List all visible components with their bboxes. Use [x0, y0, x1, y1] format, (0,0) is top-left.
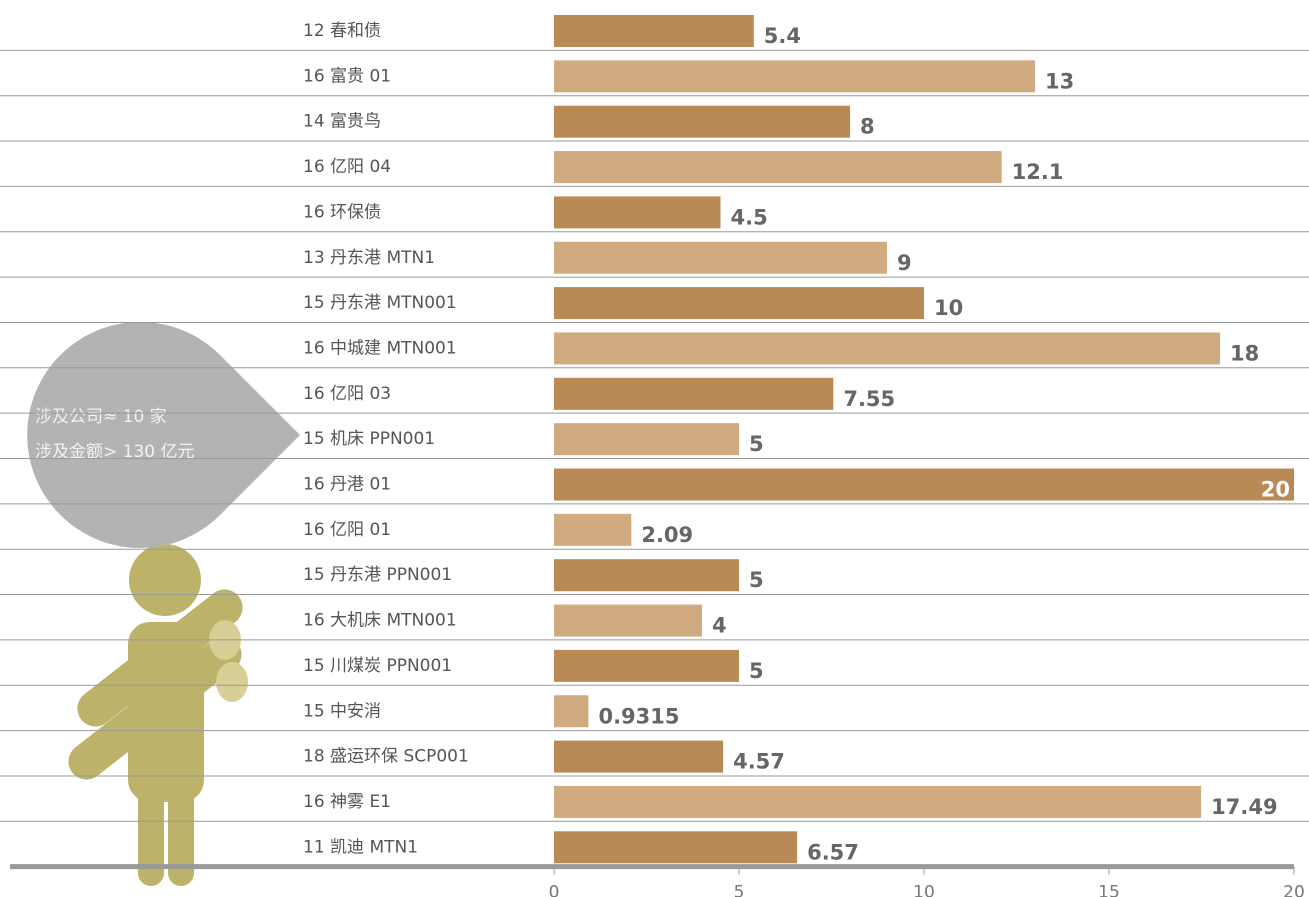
- bar: [554, 106, 850, 138]
- bar: [554, 332, 1220, 364]
- x-tick-label: 15: [1098, 883, 1120, 897]
- category-label: 16 亿阳 01: [303, 520, 391, 540]
- value-label: 10: [934, 296, 963, 320]
- x-tick-label: 0: [549, 883, 560, 897]
- bar: [554, 786, 1201, 818]
- bar: [554, 151, 1002, 183]
- category-label: 14 富贵鸟: [303, 112, 381, 132]
- figure-icon: [61, 544, 250, 886]
- bar: [554, 650, 739, 682]
- value-label: 2.09: [641, 523, 693, 547]
- bar: [554, 423, 739, 455]
- value-label: 5: [749, 568, 764, 592]
- value-label: 12.1: [1012, 160, 1064, 184]
- value-label: 5.4: [764, 24, 801, 48]
- value-label: 13: [1045, 69, 1074, 93]
- value-label: 6.57: [807, 840, 859, 864]
- bar: [554, 605, 702, 637]
- bar: [554, 378, 833, 410]
- value-label: 4: [712, 614, 727, 638]
- category-label: 16 亿阳 03: [303, 384, 391, 404]
- bar: [554, 695, 588, 727]
- category-label: 16 神雾 E1: [303, 792, 391, 812]
- value-label: 7.55: [843, 387, 895, 411]
- x-tick-label: 5: [734, 883, 745, 897]
- category-label: 16 大机床 MTN001: [303, 611, 457, 631]
- category-label: 16 环保债: [303, 202, 381, 222]
- category-label: 13 丹东港 MTN1: [303, 248, 435, 268]
- category-label: 15 丹东港 MTN001: [303, 293, 457, 313]
- bar: [554, 242, 887, 274]
- category-label: 16 丹港 01: [303, 475, 391, 495]
- category-label: 16 亿阳 04: [303, 157, 391, 177]
- bar: [554, 469, 1294, 501]
- value-label: 20: [1261, 478, 1290, 502]
- value-label: 17.49: [1211, 795, 1277, 819]
- value-label: 4.57: [733, 750, 785, 774]
- bar: [554, 60, 1035, 92]
- category-label: 11 凯迪 MTN1: [303, 837, 418, 857]
- value-label: 9: [897, 251, 912, 275]
- value-label: 5: [749, 432, 764, 456]
- annotation: 涉及公司≈ 10 家: [35, 407, 167, 427]
- category-label: 15 丹东港 PPN001: [303, 565, 452, 585]
- category-label: 15 川煤炭 PPN001: [303, 656, 452, 676]
- category-label: 18 盛运环保 SCP001: [303, 747, 469, 767]
- category-label: 16 中城建 MTN001: [303, 338, 457, 358]
- category-label: 15 中安消: [303, 701, 381, 721]
- x-tick-label: 10: [913, 883, 935, 897]
- bar: [554, 15, 754, 47]
- bar: [554, 831, 797, 863]
- bar: [554, 287, 924, 319]
- x-tick-label: 20: [1283, 883, 1305, 897]
- annotation-bubble: [27, 322, 300, 548]
- value-label: 4.5: [731, 205, 768, 229]
- category-label: 15 机床 PPN001: [303, 429, 435, 449]
- value-label: 8: [860, 115, 875, 139]
- value-label: 5: [749, 659, 764, 683]
- chart: 涉及公司≈ 10 家 涉及金额> 130 亿元 0510152012 春和债5.…: [0, 0, 1309, 897]
- bar: [554, 741, 723, 773]
- value-label: 18: [1230, 341, 1259, 365]
- bar: [554, 559, 739, 591]
- value-label: 0.9315: [598, 704, 679, 728]
- bar: [554, 514, 631, 546]
- category-label: 16 富贵 01: [303, 66, 391, 86]
- category-label: 12 春和债: [303, 21, 381, 41]
- bar: [554, 196, 721, 228]
